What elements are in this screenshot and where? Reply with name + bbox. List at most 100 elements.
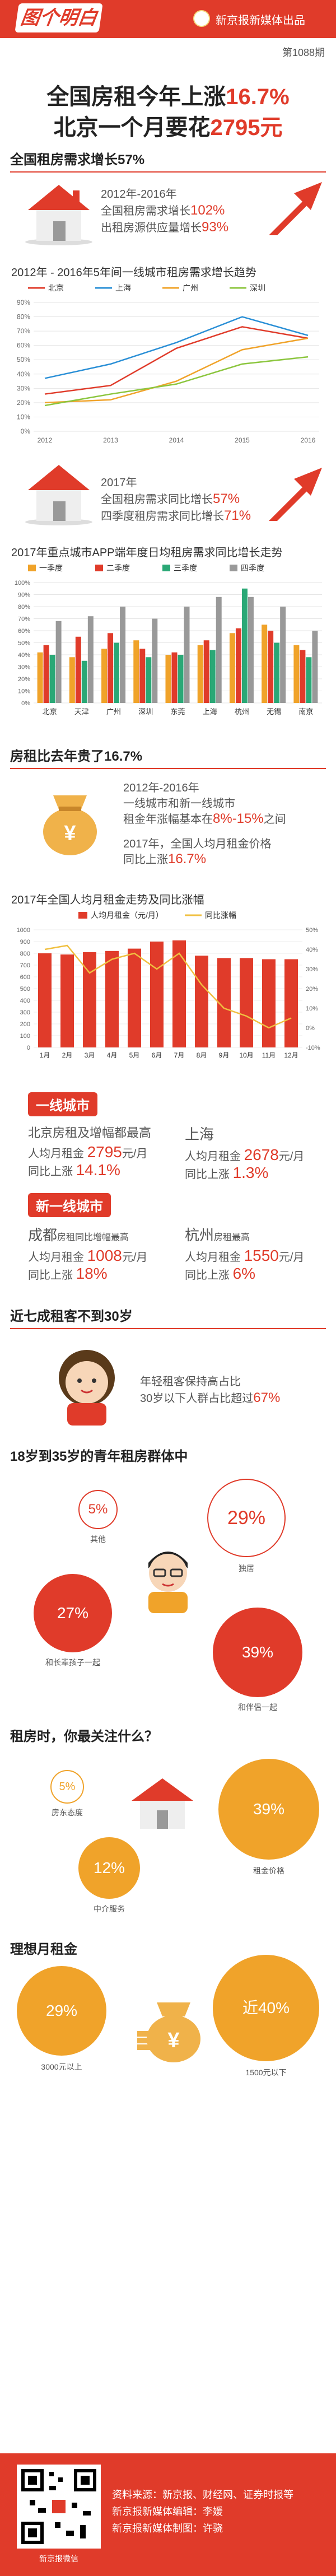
y-tick-label: 10% [17, 413, 30, 421]
x-tick-label: 天津 [74, 707, 89, 716]
chengdu-rent-value: 1008 [87, 1247, 122, 1264]
combo-chart-title: 2017年全国人均月租金走势及同比涨幅 [11, 894, 204, 906]
hero-title-2-text: 北京一个月要花 [53, 115, 211, 140]
bar-chart: 一季度 二季度 三季度 四季度 0% 10% 20% 30% 40% 50% 60% 70% 80% 90… [15, 563, 322, 716]
sec3-line2-text: 租金年涨幅基本在 [123, 813, 213, 826]
bar [184, 607, 190, 703]
y-left-tick-label: 100 [20, 1033, 30, 1040]
legend-label-3: 四季度 [241, 563, 264, 572]
bar [101, 649, 108, 703]
y-left-tick-label: 200 [20, 1021, 30, 1028]
legend-swatch-0 [28, 565, 36, 571]
y-right-tick-label: 10% [306, 1005, 318, 1012]
section-title-concern: 租房时，你最关注什么？ [10, 1729, 158, 1744]
x-tick-label: 2014 [169, 436, 184, 444]
bar [49, 655, 55, 703]
shanghai-rent-value: 2678 [244, 1146, 279, 1163]
bar [178, 655, 184, 703]
x-tick-label: 杭州 [235, 707, 249, 716]
bar [152, 618, 158, 703]
money-bag-icon-2: ¥ [134, 1983, 207, 2070]
hangzhou-block: 杭州房租最高 人均月租金 1550元/月 同比上涨 6% [185, 1224, 330, 1283]
bubble-price: 39% [218, 1759, 319, 1860]
chengdu-rent-unit: 元/月 [122, 1251, 148, 1264]
chengdu-block: 成都房租同比增幅最高 人均月租金 1008元/月 同比上涨 18% [28, 1224, 179, 1283]
series-line [44, 944, 292, 1029]
sec2-line1-value: 57% [213, 491, 240, 506]
bubble-alone-label: 独居 [239, 1564, 254, 1573]
footer-editor: 新京报新媒体编辑：李媛 [112, 2506, 223, 2517]
y-tick-label: 30% [18, 664, 30, 671]
series-line-0 [44, 326, 309, 395]
bubble-1500-value: 近40% [242, 1999, 290, 2016]
bubble-partner-value: 39% [241, 1643, 274, 1661]
svg-text:¥: ¥ [64, 822, 76, 845]
y-right-tick-label: 50% [306, 927, 318, 934]
y-tick-label: 70% [17, 327, 30, 335]
beijing-rent-value: 2795 [87, 1143, 122, 1161]
bubble-landlord: 5% [50, 1770, 84, 1804]
y-right-tick-label: 30% [306, 966, 318, 973]
bubble-1500-minus: 近40% [213, 1955, 319, 2061]
y-tick-label: 70% [18, 616, 30, 623]
house-icon [22, 179, 95, 246]
hero-title-2: 北京一个月要花2795元 [0, 109, 336, 142]
bubble-agency-label: 中介服务 [94, 1904, 125, 1913]
bar [203, 640, 209, 703]
y-left-tick-label: 800 [20, 951, 30, 957]
house-icon-2 [22, 459, 95, 527]
legend-label-bar: 人均月租金（元/月） [91, 911, 164, 920]
y-right-tick-label: 40% [306, 947, 318, 953]
bar [284, 959, 298, 1047]
shanghai-rent-label: 人均月租金 [185, 1150, 241, 1163]
bubble-other: 5% [78, 1490, 118, 1529]
hangzhou-rent-unit: 元/月 [278, 1251, 305, 1264]
x-tick-label: 无锡 [267, 707, 281, 716]
x-tick-label: 3月 [85, 1051, 95, 1059]
chengdu-rent-label: 人均月租金 [28, 1251, 84, 1264]
x-tick-label: 南京 [298, 707, 313, 716]
y-left-tick-label: 600 [20, 974, 30, 981]
bar [69, 657, 75, 703]
bubble-3000-label: 3000元以上 [41, 2062, 82, 2071]
bar [306, 657, 312, 703]
x-tick-label: 11月 [262, 1051, 276, 1059]
legend-label-2: 广州 [183, 283, 198, 292]
chengdu-growth-value: 18% [76, 1265, 108, 1282]
footer: 新京报微信 资料来源：新京报、财经网、证券时报等 新京报新媒体编辑：李媛 新京报… [0, 2453, 336, 2576]
sec3-years: 2012年-2016年 [123, 782, 199, 794]
combo-chart: 人均月租金（元/月） 同比涨幅 0 100 200 300 400 500 600 700 800 9… [17, 911, 320, 1059]
bar [38, 953, 52, 1047]
shanghai-growth-value: 1.3% [232, 1164, 269, 1181]
bar [105, 951, 119, 1047]
x-tick-label: 广州 [106, 707, 121, 716]
publisher: 新京报新媒体出品 [216, 15, 305, 27]
sec3-line2: 租金年涨幅基本在8%-15%之间 [123, 810, 286, 827]
bar [197, 645, 203, 703]
y-tick-label: 60% [18, 628, 30, 635]
sec1-line2-text: 出租房源供应量增长 [101, 222, 202, 234]
sec1-line2: 出租房源供应量增长93% [101, 218, 228, 235]
sec1-line1: 全国租房需求增长102% [101, 202, 225, 218]
hangzhou-head: 杭州 [185, 1227, 214, 1243]
bar [280, 607, 286, 703]
sec1-years: 2012年-2016年 [101, 188, 177, 201]
section-title-ideal-rent: 理想月租金 [10, 1942, 77, 1957]
y-tick-label: 50% [17, 356, 30, 364]
shanghai-rent-unit: 元/月 [278, 1150, 305, 1163]
legend-label-line: 同比涨幅 [205, 911, 236, 920]
legend-label-1: 二季度 [106, 563, 130, 572]
y-tick-label: 40% [18, 652, 30, 659]
y-tick-label: 20% [17, 399, 30, 407]
bar [165, 655, 171, 703]
y-left-tick-label: 400 [20, 998, 30, 1004]
bar [241, 588, 248, 703]
y-tick-label: 90% [17, 299, 30, 306]
y-tick-label: 10% [18, 688, 30, 695]
bubble-partner: 39% [213, 1608, 302, 1697]
y-right-tick-label: 20% [306, 986, 318, 993]
legend-label-0: 北京 [48, 283, 64, 292]
y-left-tick-label: 900 [20, 939, 30, 945]
legend-label-1: 上海 [115, 283, 131, 292]
shanghai-block: 上海 人均月租金 2678元/月 同比上涨 1.3% [185, 1123, 330, 1182]
